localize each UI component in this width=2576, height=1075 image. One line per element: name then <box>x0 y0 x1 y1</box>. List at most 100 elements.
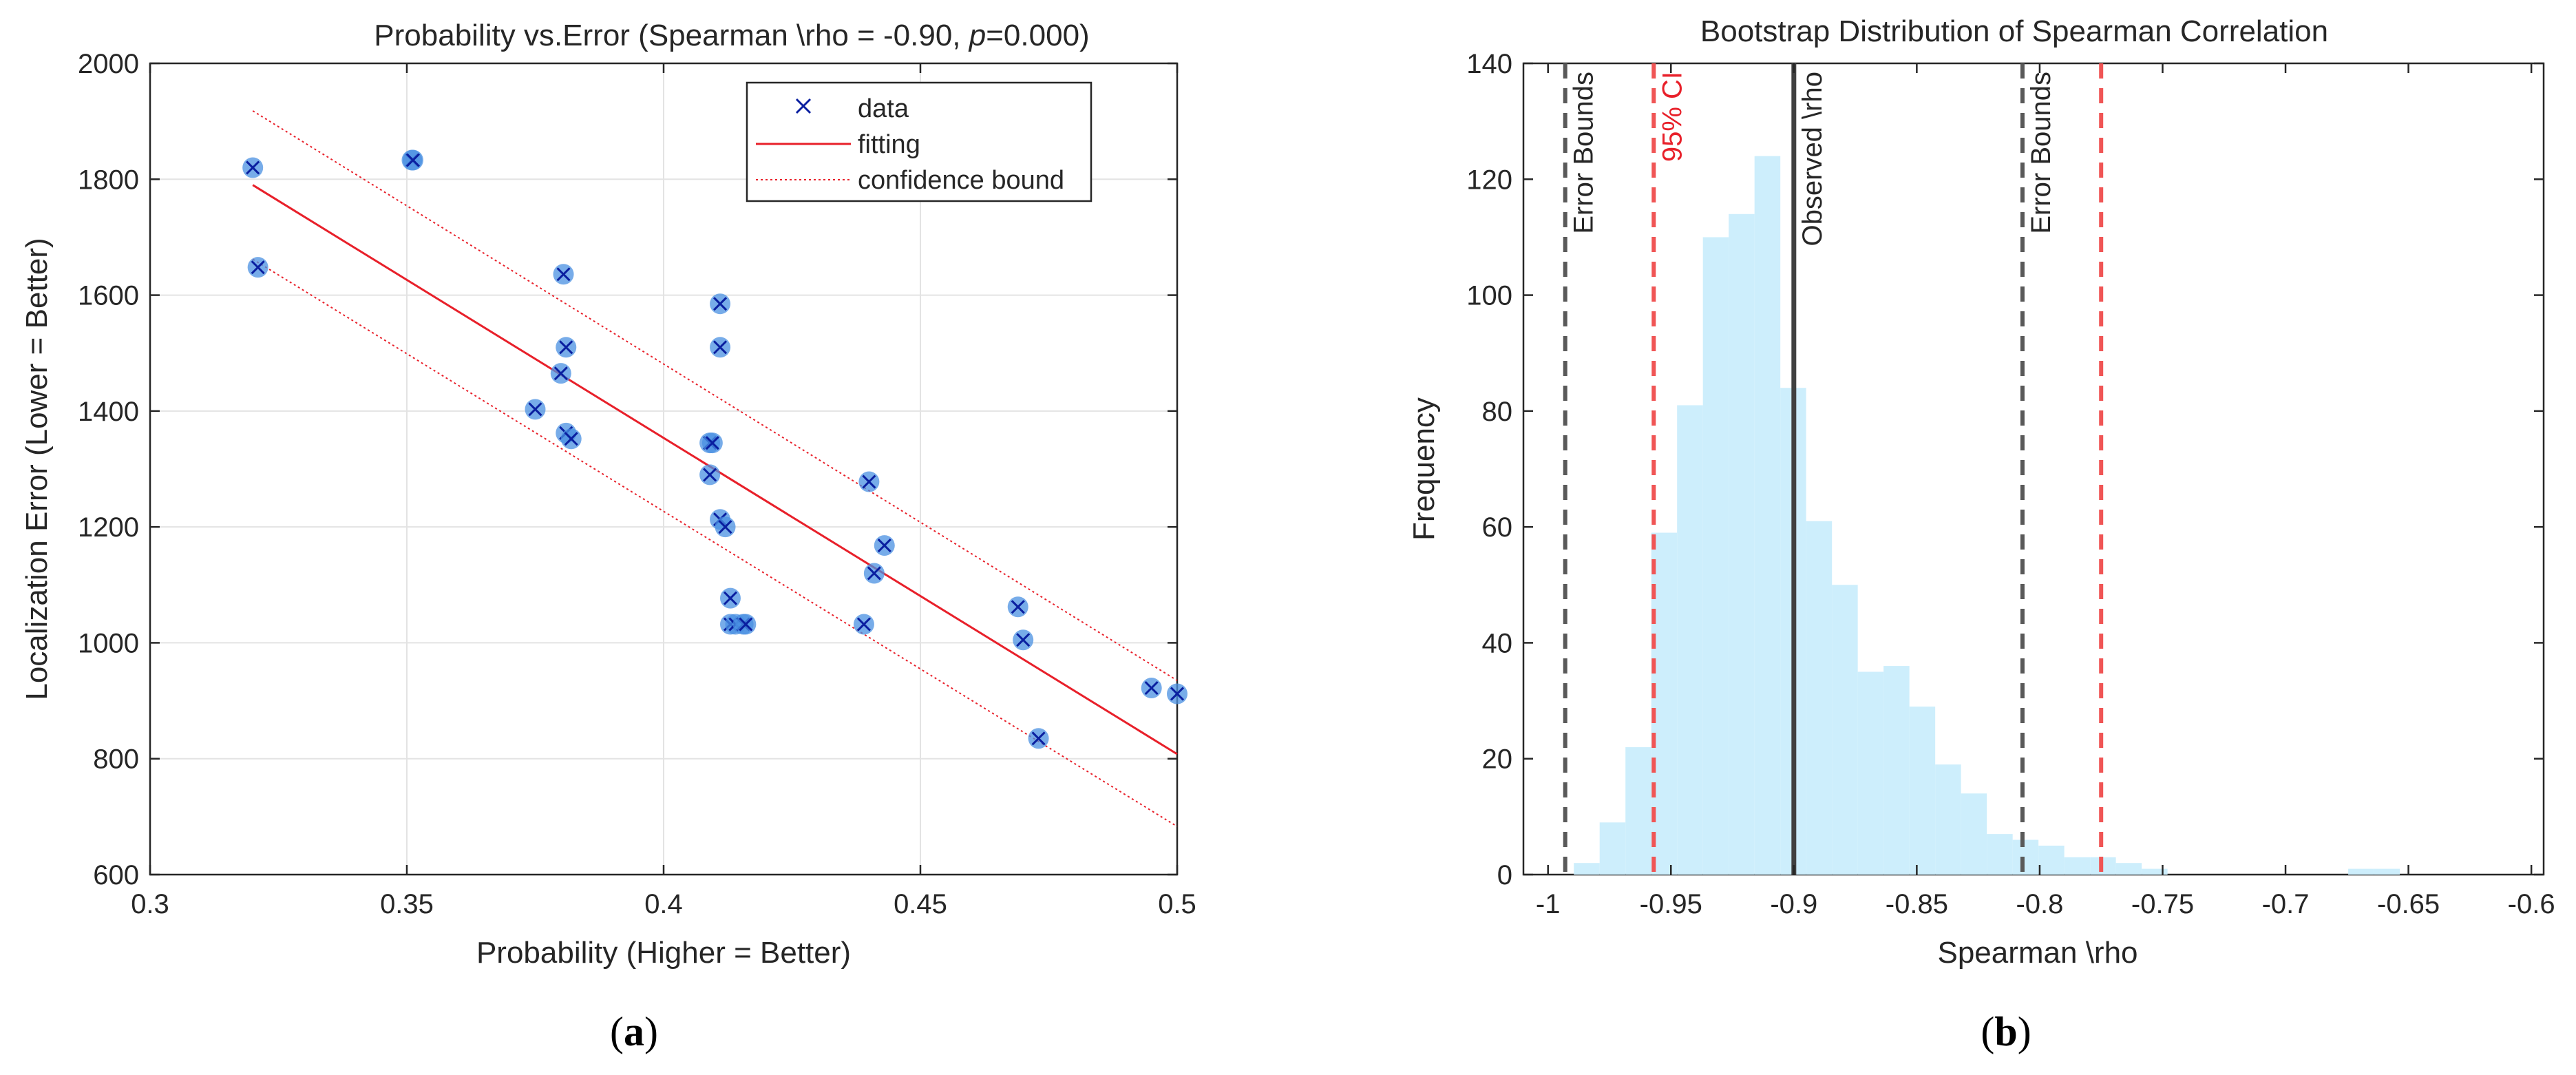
chart-a-legend: data fitting confidence bound <box>746 81 1092 202</box>
data-point <box>1013 629 1034 651</box>
histogram-bar <box>1806 521 1833 875</box>
x-tick-label: -0.85 <box>1886 889 1948 919</box>
data-point-x <box>553 366 568 381</box>
data-point-x <box>739 617 753 632</box>
y-tick-label: 600 <box>93 860 139 890</box>
y-tick-label: 140 <box>1466 49 1512 79</box>
x-tick-label: -0.7 <box>2262 889 2310 919</box>
data-point-x <box>718 520 732 534</box>
data-point-x <box>703 468 717 482</box>
x-tick-label: -0.95 <box>1640 889 1702 919</box>
legend-box <box>746 81 1092 202</box>
x-tick-label: -0.75 <box>2131 889 2194 919</box>
histogram-bar <box>1625 747 1651 875</box>
x-tick-label: 0.4 <box>644 889 683 919</box>
y-tick-label: 40 <box>1482 628 1513 658</box>
histogram-bar <box>1677 405 1703 875</box>
data-point <box>402 149 423 171</box>
histogram-bar <box>1857 671 1884 875</box>
x-tick-label: 0.35 <box>380 889 434 919</box>
data-point <box>1141 678 1162 699</box>
histogram-bar <box>1987 834 2013 875</box>
data-point <box>560 428 582 450</box>
vline-label: Observed \rho <box>1797 72 1828 246</box>
data-point <box>553 264 574 285</box>
vline-label: 95% CI <box>1657 72 1687 162</box>
data-point-x <box>1031 731 1046 746</box>
histogram-bar <box>2348 868 2374 875</box>
chart-b-xlabel: Spearman \rho <box>1937 936 2137 970</box>
x-tick-label: -1 <box>1536 889 1561 919</box>
histogram-bar <box>1702 237 1729 875</box>
data-point-x <box>528 402 542 417</box>
data-point <box>858 471 880 492</box>
data-point-x <box>246 160 260 175</box>
y-tick-label: 1400 <box>78 397 139 427</box>
legend-fitting-label: fitting <box>858 130 920 159</box>
data-point-x <box>856 617 872 632</box>
panel-b-histogram: Bootstrap Distribution of Spearman Corre… <box>1407 14 2555 1054</box>
histogram-bar <box>1883 666 1910 875</box>
histogram-bar <box>2374 868 2400 875</box>
y-tick-label: 1600 <box>78 281 139 311</box>
chart-a-title: Probability vs.Error (Spearman \rho = -0… <box>374 19 1089 52</box>
chart-a-ylabel: Localization Error (Lower = Better) <box>20 238 54 700</box>
data-point <box>1007 596 1028 618</box>
data-point-x <box>556 267 571 282</box>
y-tick-label: 1800 <box>78 165 139 195</box>
data-point-x <box>1016 633 1031 647</box>
histogram-bar <box>1935 764 1961 875</box>
data-point <box>1028 728 1049 749</box>
histogram-bar <box>2038 845 2065 875</box>
data-point-x <box>867 566 881 581</box>
x-tick-label: 0.45 <box>894 889 947 919</box>
data-point <box>1167 683 1187 705</box>
y-tick-label: 1200 <box>78 512 139 543</box>
data-point-x <box>1011 600 1025 614</box>
x-tick-label: 0.3 <box>131 889 169 919</box>
histogram-bar <box>1729 213 1755 875</box>
vline-label: Error Bounds <box>2026 72 2056 234</box>
x-tick-label: -0.65 <box>2377 889 2440 919</box>
data-point <box>853 614 874 635</box>
data-point-x <box>1144 680 1159 696</box>
vline-label: Error Bounds <box>1569 72 1599 234</box>
histogram-bar <box>1961 793 1987 875</box>
y-tick-label: 1000 <box>78 628 139 658</box>
data-point <box>699 464 721 486</box>
data-point-x <box>723 591 738 605</box>
data-point-x <box>251 260 265 275</box>
x-tick-label: -0.6 <box>2508 889 2555 919</box>
histogram-bar <box>2064 857 2091 875</box>
data-point-x <box>1170 687 1185 701</box>
histogram-bar <box>2012 839 2039 875</box>
y-tick-label: 20 <box>1482 744 1513 775</box>
y-tick-label: 2000 <box>78 49 139 79</box>
data-point <box>556 337 577 358</box>
data-point-x <box>712 340 728 355</box>
data-point-x <box>559 340 573 355</box>
data-point <box>863 563 885 584</box>
legend-data-label: data <box>858 94 909 123</box>
data-point-x <box>705 436 719 450</box>
data-point <box>715 516 736 538</box>
legend-bound-label: confidence bound <box>858 166 1064 195</box>
chart-b-ylabel: Frequency <box>1407 397 1441 541</box>
histogram-bar <box>1754 156 1781 875</box>
histogram-bar <box>1574 863 1600 875</box>
y-tick-label: 120 <box>1466 165 1512 195</box>
histogram-bar <box>2115 863 2142 875</box>
panel-a-scatter-chart: Probability vs.Error (Spearman \rho = -0… <box>20 19 1196 1054</box>
data-point-x <box>862 474 876 489</box>
data-point-x <box>405 153 421 167</box>
x-tick-label: 0.5 <box>1158 889 1196 919</box>
y-tick-label: 60 <box>1482 512 1513 543</box>
data-point <box>247 257 268 278</box>
histogram-bar <box>2142 868 2168 875</box>
y-tick-label: 80 <box>1482 397 1513 427</box>
caption-b: (b) <box>1981 1009 2031 1054</box>
histogram-bar <box>1832 585 1858 875</box>
data-point <box>710 337 731 358</box>
data-point <box>242 157 264 178</box>
data-point-x <box>877 539 891 553</box>
